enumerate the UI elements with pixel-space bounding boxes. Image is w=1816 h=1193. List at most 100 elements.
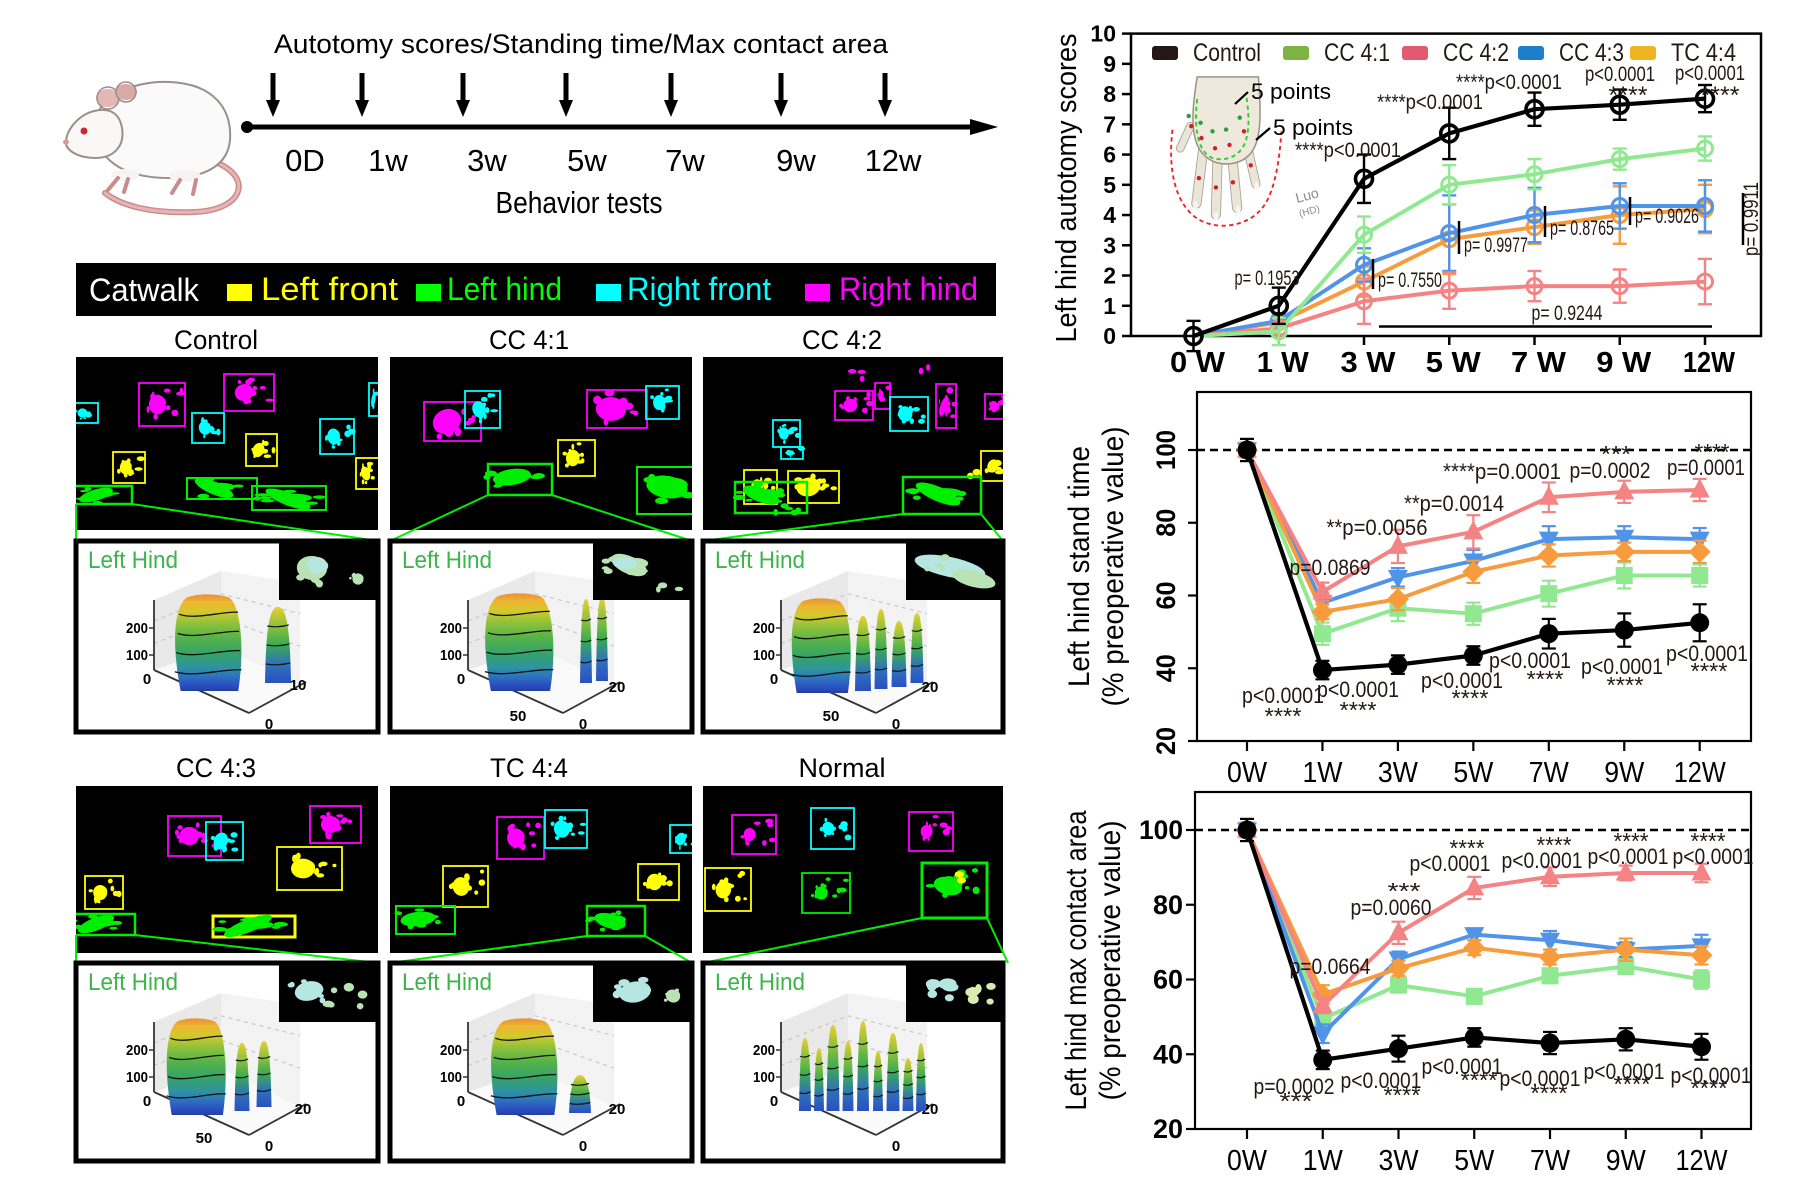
svg-text:****: ****	[1609, 82, 1648, 109]
svg-text:p=0.0001: p=0.0001	[1667, 455, 1745, 480]
svg-text:p=0.0002: p=0.0002	[1254, 1074, 1335, 1099]
svg-text:****: ****	[1691, 828, 1726, 854]
svg-text:****: ****	[1452, 685, 1489, 711]
svg-text:Catwalk: Catwalk	[89, 272, 200, 308]
svg-text:12w: 12w	[865, 143, 922, 178]
svg-text:p<0.0001: p<0.0001	[1502, 848, 1583, 873]
svg-text:Left hind autotomy scores: Left hind autotomy scores	[1051, 34, 1083, 343]
svg-text:p=0.0869: p=0.0869	[1290, 555, 1371, 580]
svg-text:40: 40	[1153, 1039, 1183, 1069]
svg-text:200: 200	[440, 620, 462, 637]
svg-text:50: 50	[823, 708, 840, 725]
svg-text:(% preoperative value): (% preoperative value)	[1094, 821, 1127, 1101]
svg-text:5: 5	[1103, 172, 1116, 198]
svg-text:Right front: Right front	[627, 271, 771, 307]
svg-text:200: 200	[126, 1042, 148, 1059]
svg-text:****p<0.0001: ****p<0.0001	[1456, 71, 1562, 94]
svg-text:40: 40	[1151, 654, 1181, 682]
svg-text:Autotomy scores/Standing time/: Autotomy scores/Standing time/Max contac…	[274, 29, 889, 59]
svg-text:****: ****	[1607, 672, 1644, 698]
svg-text:p<0.0001: p<0.0001	[1489, 648, 1571, 673]
svg-text:6: 6	[1103, 142, 1116, 168]
svg-text:****: ****	[1265, 703, 1302, 729]
svg-text:12W: 12W	[1676, 1145, 1729, 1177]
svg-text:0: 0	[770, 1093, 778, 1110]
svg-text:8: 8	[1103, 81, 1116, 107]
svg-text:20: 20	[609, 679, 626, 696]
svg-text:9w: 9w	[776, 143, 816, 178]
svg-text:0W: 0W	[1227, 1145, 1268, 1177]
svg-text:**p=0.0014: **p=0.0014	[1404, 491, 1504, 516]
svg-text:TC 4:4: TC 4:4	[1671, 39, 1736, 67]
svg-text:Left hind stand time: Left hind stand time	[1063, 446, 1096, 687]
svg-text:****: ****	[1691, 658, 1728, 684]
svg-text:Left hind: Left hind	[447, 271, 562, 307]
svg-text:Normal: Normal	[799, 753, 886, 783]
svg-text:100: 100	[1151, 430, 1181, 470]
svg-text:p<0.0001: p<0.0001	[1588, 844, 1669, 869]
svg-text:p=0.0002: p=0.0002	[1570, 458, 1651, 483]
svg-text:100: 100	[440, 1069, 462, 1086]
svg-text:20: 20	[1151, 727, 1181, 755]
svg-text:Left Hind: Left Hind	[88, 969, 178, 996]
svg-text:200: 200	[753, 1042, 775, 1059]
svg-text:p= 0.9244: p= 0.9244	[1532, 302, 1603, 325]
svg-text:100: 100	[440, 647, 462, 664]
svg-text:CC 4:3: CC 4:3	[176, 753, 256, 783]
svg-text:1W: 1W	[1302, 757, 1343, 789]
svg-text:Behavior tests: Behavior tests	[496, 185, 663, 220]
svg-text:5W: 5W	[1454, 1145, 1495, 1177]
svg-text:p<0.0001: p<0.0001	[1500, 1066, 1581, 1091]
svg-text:Left Hind: Left Hind	[715, 969, 805, 996]
svg-text:80: 80	[1153, 890, 1183, 920]
svg-text:****p=0.0001: ****p=0.0001	[1443, 459, 1561, 484]
svg-text:****: ****	[1695, 439, 1730, 465]
svg-text:0: 0	[143, 671, 151, 688]
svg-text:3: 3	[1103, 232, 1116, 258]
svg-text:0: 0	[143, 1093, 151, 1110]
svg-text:7 W: 7 W	[1511, 347, 1567, 379]
svg-text:7W: 7W	[1529, 757, 1570, 789]
svg-text:3w: 3w	[467, 143, 507, 178]
svg-text:9 W: 9 W	[1596, 347, 1652, 379]
svg-text:0: 0	[457, 671, 465, 688]
svg-text:1w: 1w	[368, 143, 408, 178]
svg-text:p<0.0001: p<0.0001	[1675, 62, 1745, 85]
svg-text:50: 50	[510, 708, 527, 725]
svg-text:100: 100	[126, 647, 148, 664]
svg-text:p<0.0001: p<0.0001	[1410, 851, 1491, 876]
svg-text:CC 4:1: CC 4:1	[489, 325, 569, 355]
svg-text:****: ****	[1531, 1080, 1568, 1106]
svg-text:***: ***	[1388, 878, 1421, 904]
svg-text:p= 0.8765: p= 0.8765	[1550, 217, 1614, 240]
svg-text:50: 50	[196, 1130, 213, 1147]
svg-text:1: 1	[1103, 293, 1116, 319]
svg-text:p<0.0001: p<0.0001	[1421, 668, 1503, 693]
svg-text:9: 9	[1103, 51, 1116, 77]
svg-text:p= 0.1953: p= 0.1953	[1235, 267, 1300, 290]
svg-text:p<0.0001: p<0.0001	[1242, 683, 1324, 708]
svg-text:Left hind max contact area: Left hind max contact area	[1060, 810, 1093, 1110]
svg-text:20: 20	[609, 1101, 626, 1118]
svg-text:100: 100	[753, 1069, 775, 1086]
svg-text:p<0.0001: p<0.0001	[1317, 677, 1399, 702]
svg-text:0: 0	[457, 1093, 465, 1110]
svg-text:100: 100	[126, 1069, 148, 1086]
svg-text:5 W: 5 W	[1426, 347, 1482, 379]
svg-text:12W: 12W	[1683, 347, 1736, 379]
svg-text:5w: 5w	[567, 143, 607, 178]
svg-text:****: ****	[1691, 1075, 1728, 1101]
svg-text:5W: 5W	[1453, 757, 1494, 789]
svg-text:0W: 0W	[1227, 757, 1268, 789]
svg-text:****: ****	[1450, 835, 1485, 861]
svg-text:***: ***	[1280, 1088, 1313, 1114]
svg-text:Left Hind: Left Hind	[402, 547, 492, 574]
svg-text:9W: 9W	[1604, 757, 1645, 789]
svg-text:CC 4:1: CC 4:1	[1324, 39, 1390, 67]
svg-text:****: ****	[1384, 1082, 1421, 1108]
svg-text:****: ****	[1461, 1067, 1498, 1093]
svg-text:7W: 7W	[1530, 1145, 1571, 1177]
svg-text:Left Hind: Left Hind	[715, 547, 805, 574]
svg-text:p= 0.9911: p= 0.9911	[1740, 182, 1763, 256]
svg-text:3W: 3W	[1378, 757, 1419, 789]
